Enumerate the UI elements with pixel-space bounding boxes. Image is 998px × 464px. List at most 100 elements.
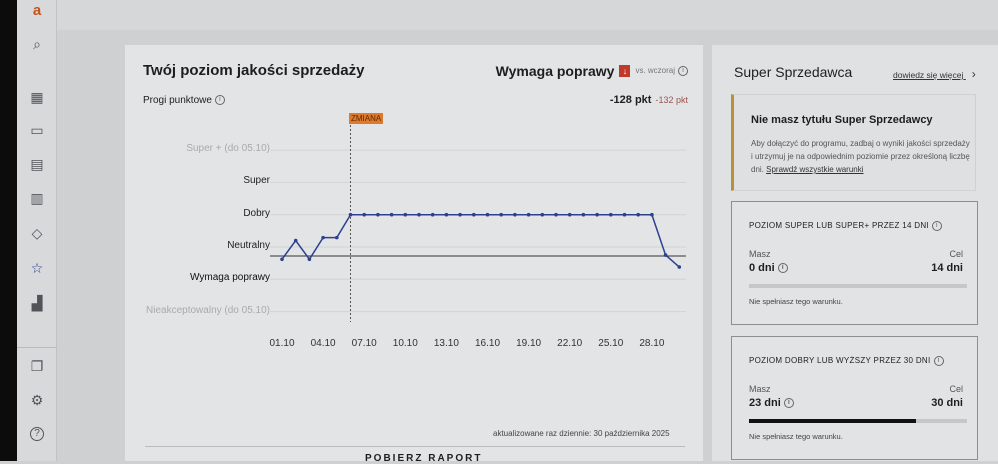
data-point-23.10 [581,212,586,217]
info-icon[interactable]: i [783,398,794,409]
sidebar-divider [17,347,57,348]
notice-box: Nie masz tytułu Super Sprzedawcy Aby doł… [731,94,976,191]
data-point-21.10 [554,212,558,217]
data-point-20.10 [540,212,545,217]
x-tick-label: 07.10 [351,338,377,349]
star-icon[interactable]: ☆ [30,260,44,276]
data-point-08.10 [376,212,380,217]
points-row: -128 pkt -132 pkt [610,94,688,106]
data-point-15.10 [472,212,476,217]
thresholds-label: Progi punktowe i [143,95,225,106]
arrow-down-icon: ↓ [619,65,631,77]
condition-card: POZIOM SUPER LUB SUPER+ PRZEZ 14 DNI i Ma… [731,201,978,325]
y-level-label: Super [243,175,270,187]
data-point-16.10 [485,212,490,217]
quality-title: Twój poziom jakości sprzedaży [143,62,365,79]
x-tick-label: 10.10 [392,338,418,349]
data-point-28.10 [650,212,654,217]
quality-card [125,45,703,461]
have-label: Masz [749,384,771,394]
updated-note: aktualizowane raz dziennie: 30 październ… [493,429,670,438]
vs-yesterday-label: vs. wczoraj i [635,66,688,76]
info-icon[interactable]: i [777,263,788,274]
invoice-icon[interactable]: ▥ [30,190,44,206]
document-icon[interactable]: ▤ [30,156,44,172]
data-point-12.10 [430,212,435,217]
condition-title: POZIOM DOBRY LUB WYŻSZY PRZEZ 30 DNI i [749,356,944,366]
data-point-22.10 [567,212,572,217]
x-tick-label: 13.10 [433,338,459,349]
data-point-03.10 [307,257,312,262]
goal-value: 14 dni [931,262,963,274]
data-point-30.10 [677,265,682,269]
condition-title-text: POZIOM DOBRY LUB WYŻSZY PRZEZ 30 DNI [749,356,931,366]
data-point-29.10 [663,253,668,257]
progress-bar [749,284,967,288]
y-level-label: Nieakceptowalny (do 05.10) [146,304,270,316]
info-icon[interactable]: i [933,356,944,366]
tag-icon[interactable]: ◇ [31,225,43,241]
data-point-09.10 [389,212,394,217]
search-icon[interactable]: ⌕ [33,36,41,52]
quality-status-row: Wymaga poprawy ↓ vs. wczoraj i [496,63,688,79]
goal-label: Cel [949,249,963,259]
condition-status: Nie spełniasz tego warunku. [749,432,843,441]
sidebar: a ⌕ ▦ ▭ ▤ ▥ ◇ ☆ ▟ ❐ ⚙? [17,0,57,461]
help-icon[interactable]: ? [30,427,44,441]
learn-more-text[interactable]: dowiedz się więcej [893,70,964,80]
goal-label: Cel [949,384,963,394]
chevron-right-icon[interactable]: › [971,67,976,81]
check-conditions-link[interactable]: Sprawdź wszystkie warunki [766,165,864,174]
x-tick-label: 16.10 [474,338,501,349]
data-point-05.10 [335,235,339,240]
wallet-icon[interactable]: ▭ [30,122,44,138]
screen-bezel [0,0,17,461]
download-report-button[interactable]: POBIERZ RAPORT [365,453,483,464]
x-tick-label: 25.10 [598,338,624,349]
allegro-logo[interactable]: a [32,2,42,19]
settings-gear-icon[interactable]: ⚙ [30,392,44,408]
data-point-07.10 [362,212,367,217]
info-icon[interactable]: i [678,66,688,76]
y-level-label: Super + (do 05.10) [186,143,270,155]
vs-label: vs. wczoraj [635,66,675,76]
data-point-13.10 [444,212,449,217]
points-previous: -132 pkt [655,95,688,105]
data-point-14.10 [458,212,462,217]
have-days: 23 dni [749,397,781,409]
info-icon[interactable]: i [931,221,942,231]
info-icon[interactable]: i [214,95,225,106]
condition-status: Nie spełniasz tego warunku. [749,297,843,306]
learn-more-link[interactable]: dowiedz się więcej › [893,67,976,81]
have-days: 0 dni [749,262,775,274]
condition-card: POZIOM DOBRY LUB WYŻSZY PRZEZ 30 DNI i Ma… [731,336,978,460]
data-point-24.10 [595,212,599,217]
y-level-label: Dobry [243,207,270,219]
analytics-icon[interactable]: ▟ [31,295,43,311]
have-label: Masz [749,249,771,259]
super-seller-title: Super Sprzedawca [734,64,853,80]
data-point-18.10 [513,212,517,217]
data-point-06.10 [348,212,353,217]
data-point-19.10 [526,212,531,217]
series-line [281,213,680,268]
data-point-10.10 [403,212,408,217]
y-level-label: Neutralny [227,240,270,251]
x-tick-label: 01.10 [269,338,295,349]
notice-body: Aby dołączyć do programu, zadbaj o wynik… [751,139,970,174]
data-point-26.10 [622,212,627,217]
dashboard-grid-icon[interactable]: ▦ [30,89,44,105]
data-point-27.10 [636,212,640,217]
progress-fill [749,419,917,423]
notice-title: Nie masz tytułu Super Sprzedawcy [751,114,933,126]
data-point-11.10 [417,212,421,217]
messages-icon[interactable]: ❐ [30,358,44,374]
data-point-25.10 [609,212,613,217]
data-point-04.10 [321,235,325,240]
have-value: 0 dni i [749,262,788,274]
quality-status: Wymaga poprawy [495,63,615,79]
data-point-17.10 [499,212,504,217]
thresholds-text: Progi punktowe [143,95,212,106]
x-tick-label: 04.10 [310,338,336,349]
